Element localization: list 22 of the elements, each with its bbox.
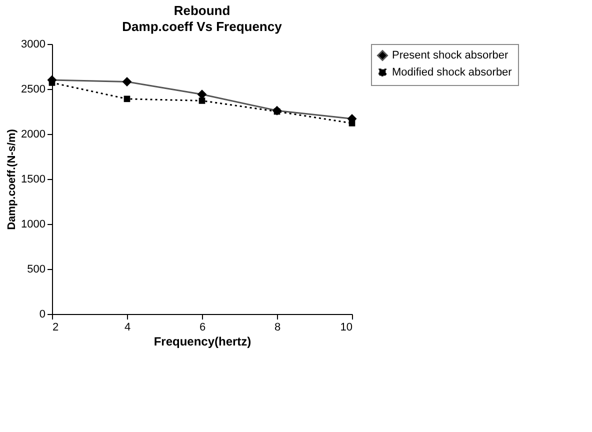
x-axis-title: Frequency(hertz) [154,334,252,348]
legend-label: Modified shock absorber [392,66,512,78]
x-tick-label: 4 [124,322,131,334]
x-tick-label: 2 [52,322,59,334]
legend-label: Present shock absorber [392,50,509,62]
point [348,120,356,126]
y-tick-label: 1000 [21,218,46,230]
x-tick-label: 8 [274,322,281,334]
y-tick-label: 500 [27,264,46,276]
x-tick-label: 6 [199,322,206,334]
chart-title: Rebound [174,3,230,18]
y-tick-label: 2500 [21,84,46,96]
y-axis-title: Damp.coeff.(N-s/m) [6,128,18,230]
y-tick-label: 2000 [21,128,46,140]
y-tick-label: 1500 [21,174,46,186]
chart-subtitle: Damp.coeff Vs Frequency [122,19,283,34]
y-tick-label: 3000 [21,38,46,50]
point [124,96,130,102]
point [198,98,206,104]
x-tick-label: 10 [340,322,352,334]
point [274,108,280,115]
y-tick-label: 0 [39,308,46,320]
